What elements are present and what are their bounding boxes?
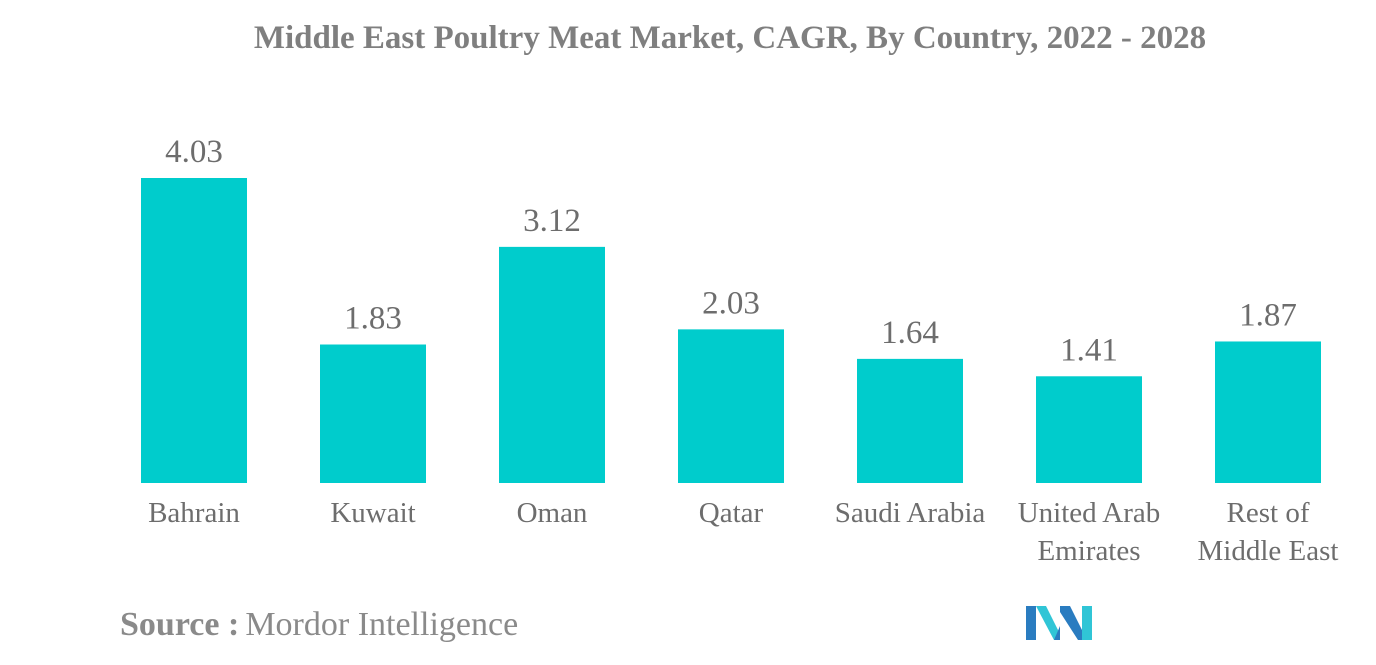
bar-4 [857, 358, 963, 483]
category-label-5-line-0: United Arab [1018, 497, 1161, 529]
category-label-0: Bahrain [148, 497, 240, 529]
bar-1 [320, 344, 426, 483]
category-label-6-line-1: Middle East [1198, 535, 1339, 567]
value-label-0: 4.03 [165, 134, 223, 170]
category-label-5-line-1: Emirates [1037, 535, 1140, 567]
category-label-6-line-0: Rest of [1227, 497, 1310, 529]
category-label-4: Saudi Arabia [835, 497, 986, 529]
value-label-2: 3.12 [523, 203, 581, 239]
bar-6 [1215, 341, 1321, 483]
value-label-6: 1.87 [1239, 297, 1297, 333]
source-label: Source : [120, 606, 240, 643]
mordor-intelligence-logo-icon [1026, 606, 1092, 640]
bar-5 [1036, 376, 1142, 483]
value-label-1: 1.83 [344, 301, 402, 337]
source-note: Source : Mordor Intelligence [120, 606, 518, 644]
bar-3 [678, 329, 784, 483]
source-value: Mordor Intelligence [245, 606, 519, 643]
value-label-4: 1.64 [881, 315, 939, 351]
value-label-3: 2.03 [702, 285, 760, 321]
bar-0 [141, 178, 247, 483]
category-label-2: Oman [517, 497, 588, 529]
chart-title: Middle East Poultry Meat Market, CAGR, B… [253, 20, 1207, 56]
value-label-5: 1.41 [1060, 332, 1118, 368]
bar-2 [499, 246, 605, 483]
category-label-3: Qatar [699, 497, 764, 529]
bar-chart: 4.03 Bahrain 1.83 Kuwait 3.12 Oman 2.03 Qatar 1.… [141, 134, 1339, 567]
category-label-1: Kuwait [330, 497, 415, 529]
